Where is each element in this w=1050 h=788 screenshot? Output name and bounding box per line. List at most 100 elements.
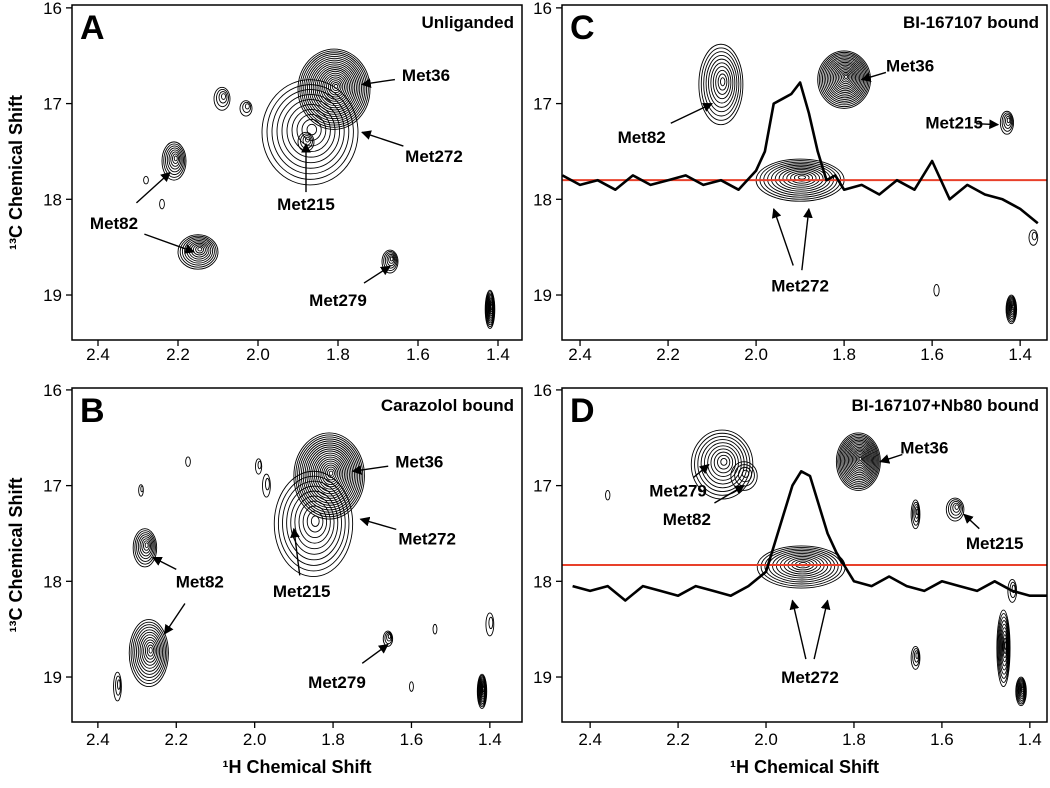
contour bbox=[713, 451, 734, 474]
x-tick-label: 1.8 bbox=[842, 730, 866, 749]
contour bbox=[132, 624, 166, 681]
contour bbox=[115, 675, 122, 696]
contour bbox=[143, 540, 150, 551]
contour bbox=[290, 490, 339, 555]
contour bbox=[294, 495, 335, 550]
contour bbox=[293, 432, 365, 520]
contour bbox=[136, 532, 155, 562]
contour bbox=[997, 613, 1011, 683]
contour bbox=[314, 65, 356, 111]
contour bbox=[216, 88, 229, 108]
annotation-arrow bbox=[351, 465, 389, 475]
x-tick-label: 2.0 bbox=[243, 730, 267, 749]
contour bbox=[845, 442, 874, 479]
contour bbox=[707, 445, 739, 481]
contour bbox=[797, 175, 807, 180]
contour bbox=[282, 480, 346, 566]
contour bbox=[851, 449, 868, 470]
annotation: Met272 bbox=[398, 529, 456, 548]
contour bbox=[322, 72, 349, 102]
contour bbox=[281, 99, 341, 164]
contour bbox=[301, 52, 368, 126]
contour bbox=[318, 69, 352, 107]
contour bbox=[432, 623, 438, 635]
contour bbox=[605, 489, 611, 501]
contour bbox=[705, 54, 738, 113]
contour bbox=[257, 460, 262, 470]
y-tick-label: 19 bbox=[533, 286, 552, 305]
contour bbox=[409, 681, 414, 692]
contour bbox=[831, 63, 859, 93]
contour bbox=[173, 155, 178, 162]
plot-frame bbox=[71, 387, 523, 723]
contour bbox=[913, 650, 920, 663]
annotation-arrow bbox=[789, 599, 807, 660]
annotation-arrow bbox=[860, 71, 887, 82]
contour bbox=[389, 256, 394, 262]
panel-subtitle: Unliganded bbox=[421, 13, 514, 32]
annotation-arrow bbox=[963, 513, 980, 530]
contour bbox=[113, 671, 122, 702]
y-tick-label: 17 bbox=[43, 95, 62, 114]
x-tick-label: 2.4 bbox=[86, 345, 110, 364]
contour bbox=[286, 485, 342, 561]
plot-frame bbox=[561, 4, 1048, 341]
contour bbox=[134, 626, 165, 678]
contour bbox=[1005, 115, 1012, 126]
contour bbox=[708, 58, 736, 108]
plot-area bbox=[113, 432, 495, 710]
panel-subtitle: Carazolol bound bbox=[381, 396, 514, 415]
contour bbox=[847, 445, 871, 475]
contour bbox=[1002, 634, 1008, 659]
contour bbox=[915, 508, 919, 516]
annotation: Met82 bbox=[663, 510, 711, 529]
y-tick-label: 17 bbox=[533, 477, 552, 496]
y-tick-label: 18 bbox=[43, 572, 62, 591]
contour bbox=[1031, 231, 1038, 241]
contour bbox=[300, 440, 359, 511]
contour bbox=[710, 62, 734, 104]
annotation-arrow bbox=[813, 599, 831, 660]
annotation-arrow bbox=[363, 265, 391, 284]
contour bbox=[181, 237, 215, 266]
x-tick-label: 2.2 bbox=[166, 345, 190, 364]
contour bbox=[912, 648, 920, 667]
x-tick-label: 1.8 bbox=[321, 730, 345, 749]
x-tick-label: 2.4 bbox=[86, 730, 110, 749]
contour bbox=[741, 469, 750, 478]
annotation: Met36 bbox=[886, 56, 934, 75]
contour bbox=[276, 94, 345, 169]
contour bbox=[998, 616, 1010, 679]
panel-letter: B bbox=[80, 392, 105, 430]
contour bbox=[933, 284, 940, 297]
contour bbox=[170, 151, 181, 167]
contour bbox=[297, 48, 371, 130]
annotation-arrow bbox=[144, 233, 195, 254]
contour bbox=[132, 528, 158, 568]
contour bbox=[703, 442, 742, 485]
contour bbox=[717, 454, 731, 470]
contour bbox=[329, 80, 342, 94]
contour bbox=[266, 84, 354, 180]
contour bbox=[286, 104, 336, 158]
contour bbox=[310, 61, 359, 115]
x-tick-label: 2.4 bbox=[568, 345, 592, 364]
contour bbox=[488, 616, 494, 630]
contour bbox=[297, 436, 362, 515]
contour bbox=[179, 235, 217, 268]
contour bbox=[717, 73, 728, 91]
annotation: Met272 bbox=[405, 147, 463, 166]
contour bbox=[328, 470, 334, 476]
contour bbox=[839, 436, 878, 486]
contour bbox=[306, 510, 324, 533]
contour bbox=[221, 93, 226, 100]
x-tick-label: 1.4 bbox=[486, 345, 510, 364]
x-axis-label: ¹H Chemical Shift bbox=[730, 757, 879, 777]
contour bbox=[1015, 676, 1027, 707]
y-tick-label: 18 bbox=[533, 190, 552, 209]
x-tick-label: 1.8 bbox=[326, 345, 350, 364]
x-tick-label: 1.4 bbox=[1018, 730, 1042, 749]
contour bbox=[694, 432, 751, 496]
contour bbox=[144, 542, 149, 549]
contour bbox=[333, 83, 339, 89]
